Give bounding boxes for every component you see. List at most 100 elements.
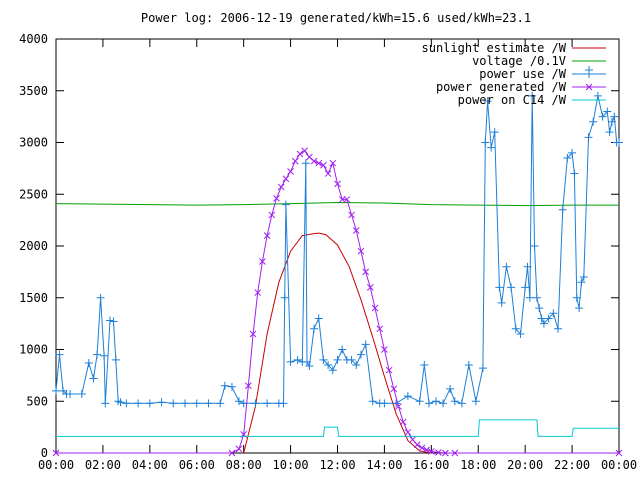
series-point: [287, 168, 294, 175]
series-point: [490, 128, 499, 137]
series-point: [293, 355, 302, 364]
series-point: [245, 382, 252, 390]
series-point: [424, 399, 433, 408]
chart-title: Power log: 2006-12-19 generated/kWh=15.6…: [141, 11, 531, 25]
series-point: [423, 446, 430, 454]
series-point: [338, 345, 347, 354]
series-point: [281, 200, 290, 209]
x-tick-label: 18:00: [460, 458, 496, 472]
series-point: [528, 91, 537, 100]
series-point: [66, 390, 75, 399]
series-point: [324, 170, 332, 177]
series-point: [301, 159, 310, 168]
series-point: [279, 399, 288, 408]
series-point: [343, 196, 351, 203]
series-point: [442, 449, 449, 457]
series-3: [52, 147, 623, 457]
series-point: [84, 358, 93, 367]
series-point: [495, 283, 504, 292]
series-point: [572, 293, 581, 302]
series-point: [457, 399, 466, 408]
y-tick-label: 1000: [19, 343, 48, 357]
series-point: [532, 293, 541, 302]
series-point: [105, 316, 114, 325]
y-tick-label: 2000: [19, 239, 48, 253]
series-point: [511, 324, 520, 333]
legend-marker: [585, 66, 593, 78]
series-point: [523, 262, 532, 271]
series-point: [169, 399, 178, 408]
series-4: [56, 419, 619, 437]
series-point: [347, 355, 356, 364]
y-tick-label: 500: [26, 394, 48, 408]
series-point: [116, 398, 125, 407]
series-point: [483, 97, 492, 106]
series-point: [395, 403, 402, 410]
series-point: [333, 355, 342, 364]
series-point: [539, 319, 548, 328]
series-point: [380, 399, 389, 408]
series-point: [371, 304, 379, 312]
x-tick-label: 02:00: [85, 458, 121, 472]
series-point: [413, 441, 421, 449]
x-tick-label: 10:00: [273, 458, 309, 472]
series-point: [554, 324, 563, 333]
series-point: [471, 397, 480, 406]
legend-entry: power generated /W: [436, 80, 606, 94]
y-tick-label: 4000: [19, 32, 48, 46]
series-point: [451, 449, 459, 457]
series-point: [420, 361, 429, 370]
series-point: [273, 195, 280, 202]
series-point: [93, 350, 102, 359]
series-point: [399, 418, 407, 426]
series-point: [235, 445, 243, 453]
y-axis: 0 500 1000 1500 2000 2500 3000 3500 4000: [19, 32, 619, 460]
series-point: [181, 399, 190, 408]
series-point: [251, 399, 260, 408]
series-point: [227, 382, 236, 391]
series-point: [366, 284, 374, 291]
series-point: [403, 392, 412, 401]
y-tick-label: 3500: [19, 84, 48, 98]
legend-entry: power use /W: [479, 66, 606, 81]
series-point: [192, 399, 201, 408]
series-1: [55, 201, 619, 207]
legend-entry: power on C14 /W: [458, 93, 606, 107]
series-point: [507, 283, 516, 292]
series-point: [610, 112, 619, 121]
series-point: [549, 309, 558, 318]
series-point: [328, 366, 337, 375]
series-point: [310, 324, 319, 333]
series-line: [55, 201, 619, 207]
series-point: [598, 112, 607, 121]
x-tick-label: 14:00: [366, 458, 402, 472]
x-tick-label: 00:00: [601, 458, 637, 472]
series-point: [530, 242, 539, 250]
series-point: [516, 329, 525, 338]
series-layer: [52, 91, 623, 457]
series-point: [502, 262, 511, 271]
legend-entry: sunlight estimate /W: [422, 41, 606, 55]
series-point: [315, 159, 323, 167]
series-point: [568, 148, 577, 157]
series-point: [134, 399, 143, 408]
x-tick-label: 08:00: [226, 458, 262, 472]
series-point: [418, 444, 426, 452]
series-point: [415, 397, 424, 406]
series-point: [427, 448, 435, 455]
series-point: [100, 351, 109, 360]
x-tick-label: 12:00: [319, 458, 355, 472]
series-point: [234, 397, 243, 406]
series-point: [368, 397, 377, 406]
series-point: [385, 366, 393, 374]
series-point: [464, 361, 473, 370]
series-0: [243, 232, 432, 454]
x-tick-label: 16:00: [413, 458, 449, 472]
legend-label: power generated /W: [436, 80, 567, 94]
series-point: [320, 161, 327, 169]
series-point: [324, 361, 333, 370]
series-point: [303, 357, 312, 366]
series-point: [268, 211, 276, 219]
series-point: [204, 399, 213, 408]
x-tick-label: 20:00: [507, 458, 543, 472]
